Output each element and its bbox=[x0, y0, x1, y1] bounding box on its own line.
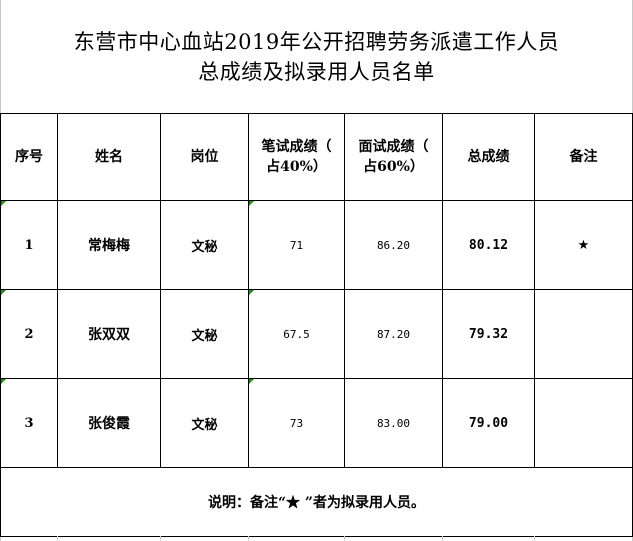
cell-written[interactable]: 73 bbox=[248, 378, 345, 468]
gridline bbox=[344, 536, 345, 541]
cell-interview[interactable]: 87.20 bbox=[344, 289, 443, 379]
header-interview[interactable]: 面试成绩（占60%） bbox=[344, 113, 443, 201]
cell-total[interactable]: 80.12 bbox=[442, 200, 535, 290]
cell-position[interactable]: 文秘 bbox=[160, 289, 249, 379]
page-subtitle: 总成绩及拟录用人员名单 bbox=[198, 60, 435, 84]
cell-remark[interactable]: ★ bbox=[534, 200, 633, 290]
cell-name[interactable]: 张俊霞 bbox=[57, 378, 161, 468]
cell-remark[interactable] bbox=[534, 378, 633, 468]
cell-total[interactable]: 79.00 bbox=[442, 378, 535, 468]
header-name[interactable]: 姓名 bbox=[57, 113, 161, 201]
gridline bbox=[57, 536, 58, 541]
header-position[interactable]: 岗位 bbox=[160, 113, 249, 201]
gridline bbox=[442, 536, 443, 541]
score-table: 序号 姓名 岗位 笔试成绩（占40%） 面试成绩（占60%） 总成绩 备注 1 … bbox=[0, 113, 633, 537]
cell-written[interactable]: 71 bbox=[248, 200, 345, 290]
note-cell[interactable]: 说明：备注“★ ”者为拟录用人员。 bbox=[0, 467, 633, 537]
cell-position[interactable]: 文秘 bbox=[160, 200, 249, 290]
header-written[interactable]: 笔试成绩（占40%） bbox=[248, 113, 345, 201]
table-row: 3 张俊霞 文秘 73 83.00 79.00 bbox=[0, 378, 633, 468]
cell-no[interactable]: 1 bbox=[0, 200, 58, 290]
gridline bbox=[160, 536, 161, 541]
header-remark[interactable]: 备注 bbox=[534, 113, 633, 201]
table-row: 1 常梅梅 文秘 71 86.20 80.12 ★ bbox=[0, 200, 633, 290]
header-written-label: 笔试成绩（占40%） bbox=[261, 139, 332, 175]
header-total[interactable]: 总成绩 bbox=[442, 113, 535, 201]
cell-total[interactable]: 79.32 bbox=[442, 289, 535, 379]
cell-name[interactable]: 常梅梅 bbox=[57, 200, 161, 290]
cell-no[interactable]: 3 bbox=[0, 378, 58, 468]
header-no[interactable]: 序号 bbox=[0, 113, 58, 201]
cell-no[interactable]: 2 bbox=[0, 289, 58, 379]
cell-written[interactable]: 67.5 bbox=[248, 289, 345, 379]
gridline bbox=[534, 536, 535, 541]
gridline bbox=[248, 536, 249, 541]
header-row: 序号 姓名 岗位 笔试成绩（占40%） 面试成绩（占60%） 总成绩 备注 bbox=[0, 113, 633, 201]
page-title: 东营市中心血站2019年公开招聘劳务派遣工作人员 bbox=[73, 30, 560, 54]
header-interview-label: 面试成绩（占60%） bbox=[358, 139, 429, 175]
cell-position[interactable]: 文秘 bbox=[160, 378, 249, 468]
cell-interview[interactable]: 83.00 bbox=[344, 378, 443, 468]
cell-name[interactable]: 张双双 bbox=[57, 289, 161, 379]
cell-interview[interactable]: 86.20 bbox=[344, 200, 443, 290]
note-row: 说明：备注“★ ”者为拟录用人员。 bbox=[0, 467, 633, 537]
table-row: 2 张双双 文秘 67.5 87.20 79.32 bbox=[0, 289, 633, 379]
cell-remark[interactable] bbox=[534, 289, 633, 379]
